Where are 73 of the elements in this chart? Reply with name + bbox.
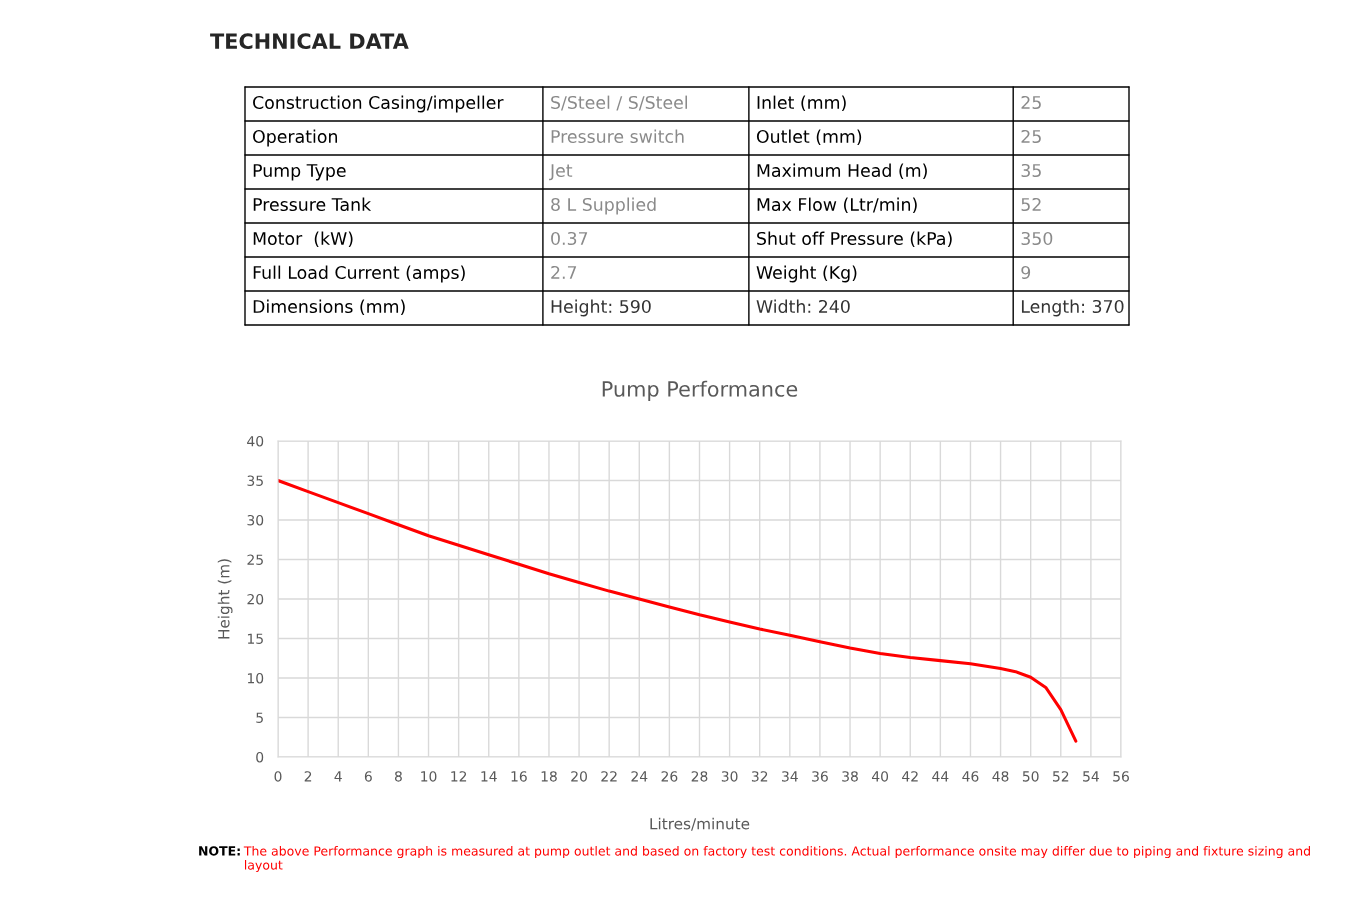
y-tick-label: 35 xyxy=(247,475,263,486)
text: NOTE: xyxy=(199,846,240,856)
y-tick-label: 30 xyxy=(247,514,264,526)
text: Length: 370 xyxy=(1021,299,1124,317)
y-tick-label: 25 xyxy=(247,554,263,565)
y-tick-label: 5 xyxy=(256,712,263,723)
text: Max Flow (Ltr/min) xyxy=(757,197,917,214)
text: 25 xyxy=(1021,95,1041,110)
text: Maximum Head (m) xyxy=(757,163,927,180)
text: Outlet (mm) xyxy=(756,129,862,146)
text: TECHNICAL DATA xyxy=(210,33,409,50)
text: 0.37 xyxy=(551,231,588,246)
x-tick-label: 8 xyxy=(394,771,402,782)
x-tick-label: 46 xyxy=(962,771,979,782)
text: Jet xyxy=(549,164,573,181)
x-tick-label: 12 xyxy=(451,771,467,782)
text: S/Steel / S/Steel xyxy=(551,95,687,111)
x-tick-label: 10 xyxy=(421,771,437,782)
x-axis-title: Litres/minute xyxy=(650,817,750,831)
text: 350 xyxy=(1021,231,1053,246)
x-tick-label: 50 xyxy=(1022,771,1039,782)
x-tick-label: 30 xyxy=(721,771,738,782)
x-tick-label: 22 xyxy=(601,771,617,782)
text: 52 xyxy=(1021,197,1041,212)
text: 8 L Supplied xyxy=(551,197,656,215)
text: Shut off Pressure (kPa) xyxy=(757,231,952,248)
text: Full Load Current (amps) xyxy=(253,265,465,283)
text: Height: 590 xyxy=(551,299,651,317)
text: The above Performance graph is measured at pump outlet and based on factory test conditions. Actual performance onsite may differ due to piping and fixture sizing and layout xyxy=(243,846,1310,873)
y-axis-title: Height (m) xyxy=(217,559,233,639)
text: Pressure switch xyxy=(551,129,684,144)
text: Motor (kW) xyxy=(253,231,353,248)
x-tick-label: 40 xyxy=(871,771,889,782)
y-tick-label: 10 xyxy=(247,672,264,684)
y-tick-label: 20 xyxy=(247,593,264,605)
x-tick-label: 6 xyxy=(364,771,372,782)
x-tick-label: 14 xyxy=(481,771,497,782)
x-tick-label: 32 xyxy=(751,771,768,782)
x-tick-label: 52 xyxy=(1053,771,1069,782)
text: Width: 240 xyxy=(756,299,850,314)
chart-title: Pump Performance xyxy=(602,380,798,401)
x-tick-label: 4 xyxy=(334,771,342,782)
x-tick-label: 2 xyxy=(304,771,312,782)
x-tick-label: 24 xyxy=(631,771,648,782)
x-tick-label: 26 xyxy=(661,771,678,782)
x-tick-label: 34 xyxy=(782,771,798,782)
x-tick-label: 28 xyxy=(691,771,708,782)
x-tick-label: 56 xyxy=(1113,771,1129,782)
x-tick-label: 36 xyxy=(812,771,828,782)
x-tick-label: 54 xyxy=(1083,771,1099,782)
text: 9 xyxy=(1021,265,1031,280)
text: Dimensions (mm) xyxy=(253,299,405,316)
x-tick-label: 38 xyxy=(842,771,858,782)
x-tick-label: 18 xyxy=(541,771,557,782)
y-tick-label: 40 xyxy=(247,435,264,447)
line-series xyxy=(278,478,1078,743)
text: Weight (Kg) xyxy=(756,265,857,283)
x-tick-label: 0 xyxy=(274,771,282,782)
y-tick-label: 0 xyxy=(256,751,264,763)
x-tick-label: 48 xyxy=(992,771,1009,782)
y-tick-label: 15 xyxy=(247,633,263,644)
text: Pump Type xyxy=(253,164,346,181)
text: 25 xyxy=(1021,129,1041,144)
text: Pressure Tank xyxy=(253,197,372,212)
x-tick-label: 42 xyxy=(902,771,918,782)
text: 2.7 xyxy=(551,265,577,279)
text: Operation xyxy=(253,129,337,147)
text: 35 xyxy=(1021,163,1041,178)
x-tick-label: 16 xyxy=(511,771,527,782)
text: Inlet (mm) xyxy=(757,95,846,112)
x-tick-label: 44 xyxy=(932,771,949,782)
text: Construction Casing/impeller xyxy=(253,95,504,113)
x-tick-label: 20 xyxy=(571,771,587,782)
